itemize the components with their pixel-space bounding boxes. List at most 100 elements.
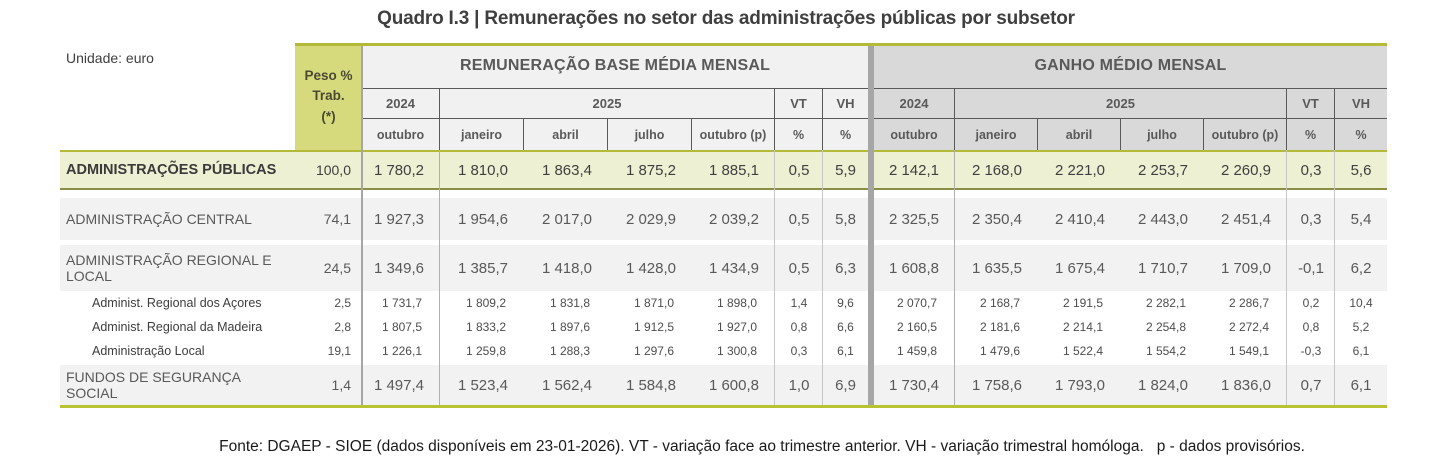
ganho-cell: 2 443,0 bbox=[1137, 210, 1188, 228]
ganho-cell: 2 325,5 bbox=[888, 210, 939, 228]
table-row-administracoes-publicas: ADMINISTRAÇÕES PÚBLICAS 100,0 1 780,2 1 … bbox=[60, 150, 1387, 190]
ganho-cell: 1 709,0 bbox=[1220, 259, 1271, 277]
rem-cell: 2 039,2 bbox=[708, 210, 759, 228]
row-label: Administ. Regional dos Açores bbox=[92, 295, 262, 310]
row-label: ADMINISTRAÇÃO CENTRAL bbox=[66, 210, 252, 227]
year-header: 2024 bbox=[362, 88, 440, 118]
column-divider bbox=[439, 150, 440, 408]
rem-cell: 1 497,4 bbox=[373, 376, 424, 394]
rem-cell: 1 562,4 bbox=[541, 376, 592, 394]
rem-cell: 2 017,0 bbox=[541, 210, 592, 228]
ganho-cell: 2 168,7 bbox=[979, 296, 1020, 310]
column-divider bbox=[954, 150, 955, 408]
month-header: abril bbox=[524, 118, 608, 150]
rem-cell: 1 418,0 bbox=[541, 259, 592, 277]
ganho-cell: 2 160,5 bbox=[896, 320, 937, 334]
table-row-regional-madeira: Administ. Regional da Madeira 2,8 1 807,… bbox=[60, 315, 1387, 339]
group-header-remuneracao: REMUNERAÇÃO BASE MÉDIA MENSAL bbox=[362, 43, 868, 88]
ganho-cell: 2 181,6 bbox=[979, 320, 1020, 334]
ganho-cell: 1 824,0 bbox=[1137, 376, 1188, 394]
rem-cell: 1 600,8 bbox=[708, 376, 759, 394]
rem-cell: 1 898,0 bbox=[716, 296, 757, 310]
vt-cell: 0,5 bbox=[788, 210, 810, 228]
unit-label: Unidade: euro bbox=[60, 43, 295, 150]
month-header: julho bbox=[1121, 118, 1204, 150]
table-header: Unidade: euro Peso % Trab. (*) REMUNERAÇ… bbox=[60, 43, 1387, 150]
rem-cell: 1 523,4 bbox=[457, 376, 508, 394]
rem-cell: 1 863,4 bbox=[541, 161, 592, 179]
peso-cell: 74,1 bbox=[323, 211, 351, 227]
pct-header: % bbox=[775, 118, 823, 150]
rem-cell: 1 428,0 bbox=[625, 259, 676, 277]
rem-cell: 1 810,0 bbox=[457, 161, 508, 179]
vh-cell: 5,8 bbox=[835, 210, 856, 228]
ganho-cell: 2 168,0 bbox=[971, 161, 1022, 179]
vt-cell: 0,5 bbox=[788, 259, 810, 277]
rem-cell: 1 833,2 bbox=[465, 320, 506, 334]
month-header: janeiro bbox=[440, 118, 524, 150]
ganho-cell: 1 730,4 bbox=[888, 376, 939, 394]
month-header: outubro bbox=[874, 118, 955, 150]
vt-header: VT bbox=[1287, 88, 1335, 118]
column-divider bbox=[1286, 150, 1287, 408]
rem-cell: 1 288,3 bbox=[549, 344, 590, 358]
vh-cell: 6,1 bbox=[1352, 344, 1370, 358]
pct-header: % bbox=[823, 118, 868, 150]
ganho-cell: 1 793,0 bbox=[1054, 376, 1105, 394]
vh-header: VH bbox=[1335, 88, 1387, 118]
vh-header: VH bbox=[823, 88, 868, 118]
vh-cell: 5,4 bbox=[1350, 210, 1372, 228]
vh-cell: 6,1 bbox=[837, 344, 854, 358]
ganho-cell: 2 221,0 bbox=[1054, 161, 1105, 179]
peso-column-header: Peso % Trab. (*) bbox=[295, 43, 362, 150]
row-label: ADMINISTRAÇÃO REGIONAL E LOCAL bbox=[66, 251, 272, 284]
ganho-cell: 1 549,1 bbox=[1228, 344, 1269, 358]
ganho-cell: 1 459,8 bbox=[896, 344, 937, 358]
rem-cell: 1 871,0 bbox=[633, 296, 674, 310]
ganho-cell: 1 479,6 bbox=[979, 344, 1020, 358]
peso-cell: 1,4 bbox=[331, 377, 351, 393]
rem-cell: 1 780,2 bbox=[373, 161, 424, 179]
ganho-cell: 1 554,2 bbox=[1145, 344, 1186, 358]
source-note: Fonte: DGAEP - SIOE (dados disponíveis e… bbox=[219, 438, 1305, 455]
ganho-cell: 1 675,4 bbox=[1054, 259, 1105, 277]
ganho-cell: 1 635,5 bbox=[971, 259, 1022, 277]
table-row-administracao-regional-local: ADMINISTRAÇÃO REGIONAL E LOCAL 24,5 1 34… bbox=[60, 245, 1387, 291]
year-header: 2025 bbox=[440, 88, 775, 118]
vt-cell: 0,2 bbox=[1302, 296, 1320, 310]
ganho-cell: 1 710,7 bbox=[1137, 259, 1188, 277]
ganho-cell: 1 522,4 bbox=[1062, 344, 1103, 358]
rem-cell: 1 584,8 bbox=[625, 376, 676, 394]
group-divider-bar bbox=[868, 43, 874, 408]
vh-cell: 6,1 bbox=[1350, 376, 1372, 394]
group-header-ganho: GANHO MÉDIO MENSAL bbox=[874, 43, 1387, 88]
rem-cell: 1 875,2 bbox=[625, 161, 676, 179]
year-header: 2024 bbox=[874, 88, 955, 118]
vt-header: VT bbox=[775, 88, 823, 118]
month-header: abril bbox=[1038, 118, 1121, 150]
pct-header: % bbox=[1335, 118, 1387, 150]
rem-cell: 1 731,7 bbox=[381, 296, 422, 310]
vh-cell: 10,4 bbox=[1349, 296, 1373, 310]
rem-cell: 1 434,9 bbox=[708, 259, 759, 277]
rem-cell: 1 807,5 bbox=[381, 320, 422, 334]
vt-cell: -0,1 bbox=[1298, 259, 1324, 277]
ganho-cell: 1 758,6 bbox=[971, 376, 1022, 394]
rem-cell: 1 912,5 bbox=[633, 320, 674, 334]
ganho-cell: 2 254,8 bbox=[1145, 320, 1186, 334]
vt-cell: -0,3 bbox=[1300, 344, 1322, 358]
table-row-regional-acores: Administ. Regional dos Açores 2,5 1 731,… bbox=[60, 291, 1387, 315]
rem-cell: 1 954,6 bbox=[457, 210, 508, 228]
ganho-cell: 2 350,4 bbox=[971, 210, 1022, 228]
ganho-cell: 2 451,4 bbox=[1220, 210, 1271, 228]
peso-cell: 2,8 bbox=[334, 320, 351, 334]
table-top-rule bbox=[295, 43, 1387, 46]
peso-cell: 24,5 bbox=[323, 260, 351, 276]
peso-cell: 100,0 bbox=[315, 162, 351, 178]
vt-cell: 0,3 bbox=[790, 344, 808, 358]
rem-cell: 1 897,6 bbox=[549, 320, 590, 334]
peso-column-divider bbox=[361, 43, 363, 408]
vt-cell: 0,3 bbox=[1300, 161, 1322, 179]
vh-cell: 6,2 bbox=[1350, 259, 1372, 277]
vt-cell: 1,0 bbox=[788, 376, 810, 394]
